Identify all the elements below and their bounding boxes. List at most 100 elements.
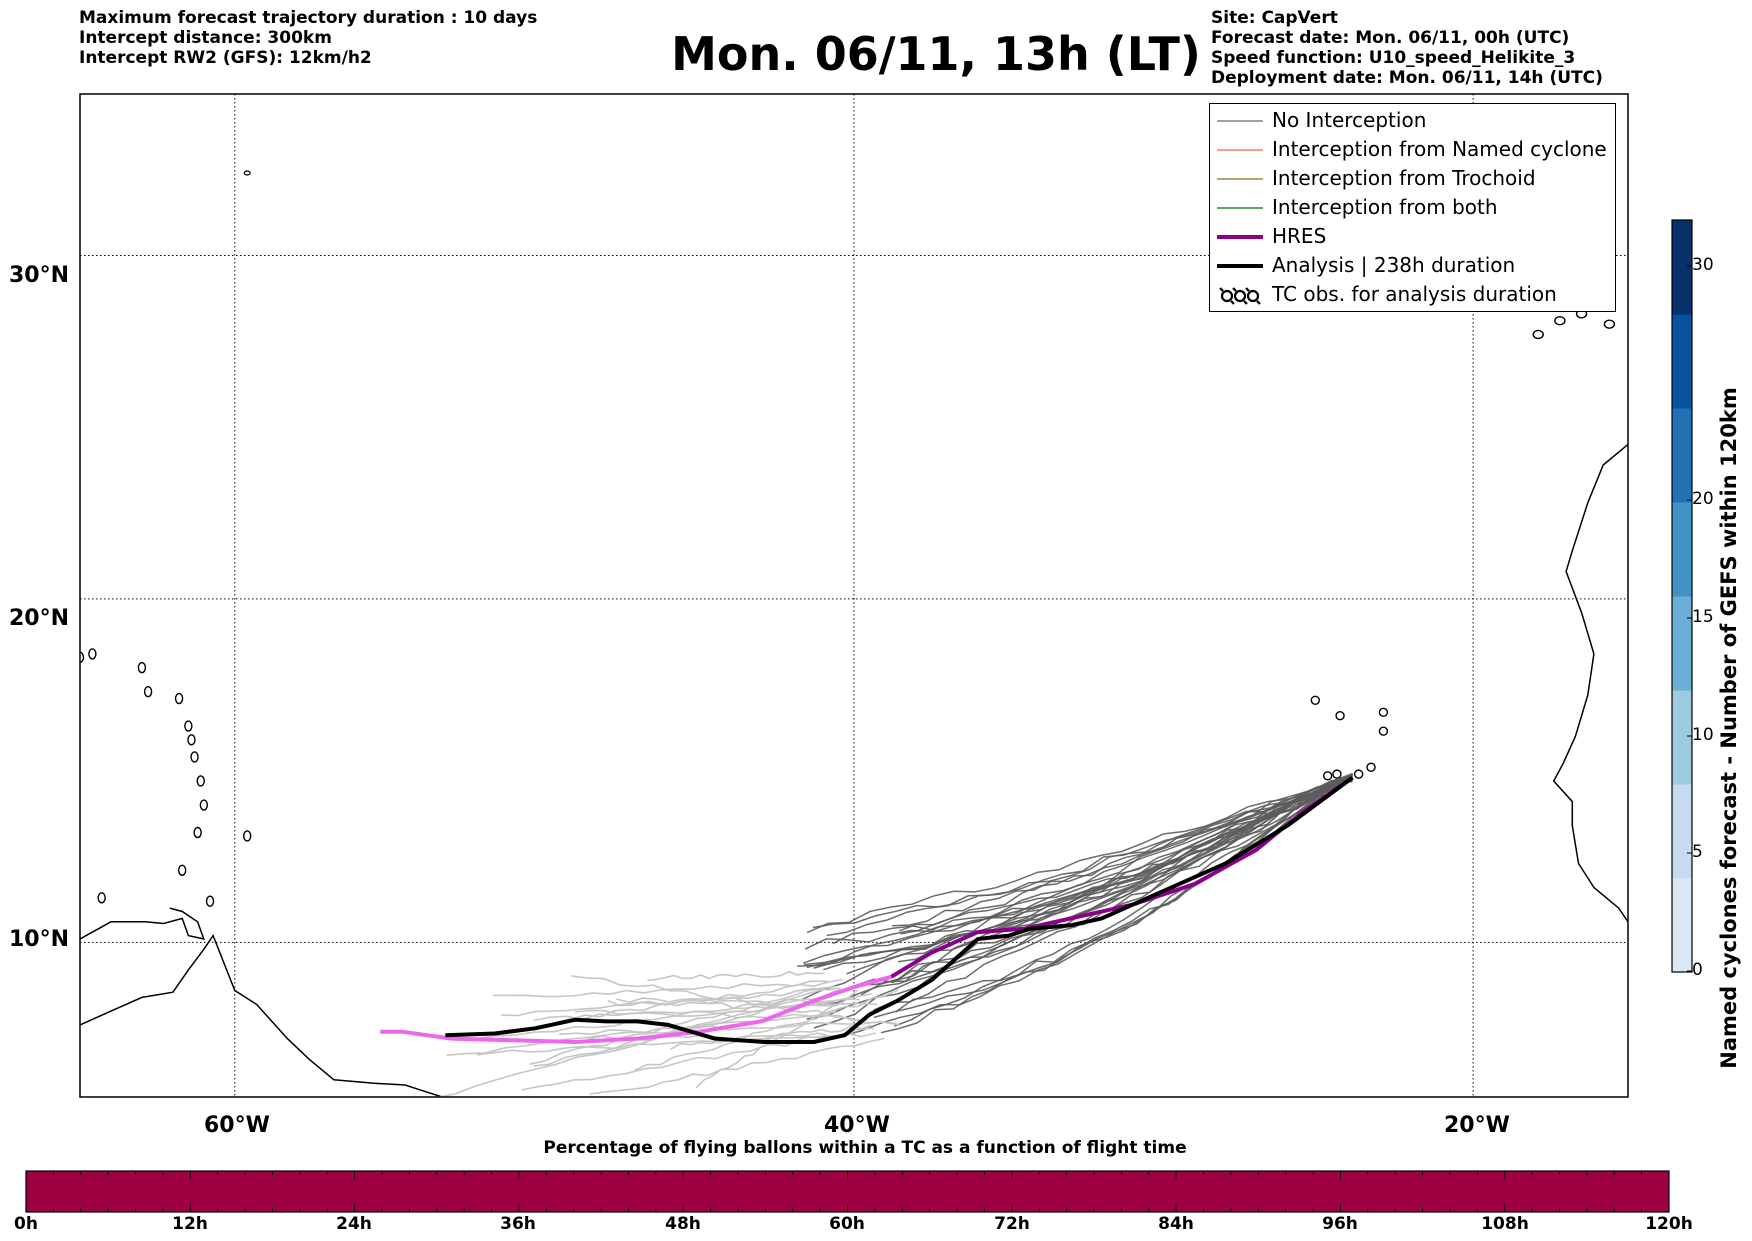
trajectory-long-tail (492, 980, 828, 998)
trajectory-long-tail (670, 1024, 872, 1050)
lat-tick-label: 20°N (9, 606, 70, 631)
colorbar-segment (1672, 878, 1692, 973)
coastline-island (199, 799, 209, 811)
legend-line-swatch (1217, 120, 1263, 122)
trajectory-no-interception (856, 780, 1353, 987)
flight-time-tick-label: 36h (500, 1214, 536, 1234)
coastline-venezuela (80, 907, 205, 941)
flight-time-tick-label: 12h (172, 1214, 208, 1234)
legend-item: Interception from Trochoid (1210, 164, 1615, 193)
header-right-line: Deployment date: Mon. 06/11, 14h (UTC) (1211, 68, 1603, 88)
legend-item: Interception from both (1210, 193, 1615, 222)
lat-tick-label: 10°N (9, 927, 70, 952)
colorbar-tick-label: 5 (1692, 842, 1703, 862)
legend-label: TC obs. for analysis duration (1272, 282, 1557, 306)
colorbar-segment (1672, 784, 1692, 879)
lon-tick-label: 20°W (1444, 1113, 1510, 1138)
legend-label: Analysis | 238h duration (1272, 253, 1516, 277)
coastline-canary (1532, 329, 1544, 340)
header-right-line: Speed function: U10_speed_Helikite_3 (1211, 48, 1576, 68)
trajectory-analysis (445, 775, 1354, 1044)
header-left-info: Maximum forecast trajectory duration : 1… (79, 8, 537, 68)
trajectory-no-interception (813, 776, 1353, 969)
map-frame (79, 93, 1629, 1098)
flight-time-tick-label: 84h (1158, 1214, 1194, 1234)
trajectory-no-interception (846, 774, 1353, 975)
colorbar-tick-label: 20 (1692, 489, 1714, 509)
coastline-canary (1654, 306, 1664, 314)
coastline-island (184, 720, 193, 732)
legend-item: Analysis | 238h duration (1210, 251, 1615, 280)
colorbar-segment (1672, 220, 1692, 315)
coastline-cape-verde (1366, 762, 1376, 772)
trajectory-no-interception (812, 779, 1353, 929)
coastline-cape-verde (1335, 711, 1345, 721)
coastline-bermuda (243, 170, 251, 176)
header-right-line: Forecast date: Mon. 06/11, 00h (UTC) (1211, 28, 1570, 48)
lat-tick-label: 30°N (9, 263, 70, 288)
coastline-island (97, 892, 106, 904)
coastline-cape-verde (1322, 771, 1333, 781)
trajectory-hres-late (380, 974, 892, 1044)
tc-symbol-icon (1219, 287, 1261, 305)
lon-tick-label: 60°W (204, 1113, 270, 1138)
header-right-line: Site: CapVert (1211, 8, 1338, 28)
trajectory-long-tail (695, 989, 858, 1089)
trajectory-long-tail (616, 997, 878, 1006)
legend-item: Interception from Named cyclone (1210, 135, 1615, 164)
legend-line-swatch (1217, 235, 1263, 239)
colorbar-tick-label: 30 (1692, 255, 1714, 275)
trajectory-long-tail (647, 970, 825, 982)
trajectory-long-tail (633, 989, 899, 1072)
legend-label: HRES (1272, 224, 1327, 248)
coastline-africa (1552, 443, 1628, 923)
coastline-island (137, 661, 147, 674)
trajectory-long-tail (589, 1037, 885, 1095)
legend-label: Interception from Trochoid (1272, 166, 1536, 190)
flight-time-tick-label: 24h (336, 1214, 372, 1234)
colorbar-title: Named cyclones forecast - Number of GEFS… (1717, 387, 1741, 1069)
coastline-island (80, 651, 85, 664)
coastline-south-america (80, 934, 445, 1097)
legend-line-swatch (1217, 178, 1263, 180)
colorbar-tick-label: 15 (1692, 607, 1714, 627)
colorbar-segment (1672, 502, 1692, 597)
coastline-cape-verde (1378, 707, 1389, 717)
trajectory-long-tail (559, 1020, 897, 1036)
coastline-island (242, 830, 252, 842)
coastline-island (193, 826, 202, 839)
legend-item: No Interception (1210, 106, 1615, 135)
colorbar-tick-label: 0 (1692, 960, 1703, 980)
flight-time-tick-label: 120h (1645, 1214, 1693, 1234)
colorbar-frame (1671, 219, 1693, 973)
coastline-island (174, 692, 184, 705)
coastline-island (196, 775, 205, 787)
coastline-cape-verde (1353, 769, 1364, 779)
trajectory-long-tail (529, 985, 836, 1065)
trajectory-no-interception (891, 779, 1353, 927)
legend-label: Interception from both (1272, 195, 1498, 219)
trajectory-no-interception (806, 773, 1353, 1020)
map-area (79, 93, 1664, 1098)
trajectory-no-interception (826, 780, 1353, 937)
trajectory-long-tail (501, 987, 831, 1017)
coastline-canary (1554, 316, 1566, 326)
coastline-cape-verde (1332, 769, 1342, 779)
coastline-canary (1603, 319, 1616, 329)
legend-item: TC obs. for analysis duration (1210, 280, 1615, 309)
cyclone-colorbar (1671, 219, 1693, 973)
trajectory-no-interception (832, 773, 1353, 945)
flight-time-tick-label: 48h (665, 1214, 701, 1234)
trajectory-no-interception (841, 778, 1353, 1037)
colorbar-segment (1672, 690, 1692, 785)
coastline-island (190, 751, 199, 763)
coastline-island (88, 648, 97, 660)
header-left-line: Intercept RW2 (GFS): 12km/h2 (79, 48, 372, 68)
colorbar-segment (1672, 596, 1692, 691)
flight-time-tick-label: 72h (994, 1214, 1030, 1234)
flight-time-tick-label: 108h (1481, 1214, 1529, 1234)
trajectory-no-interception (806, 772, 1353, 934)
coastline-island (205, 895, 215, 907)
header-right-info: Site: CapVert Forecast date: Mon. 06/11,… (1211, 8, 1603, 88)
